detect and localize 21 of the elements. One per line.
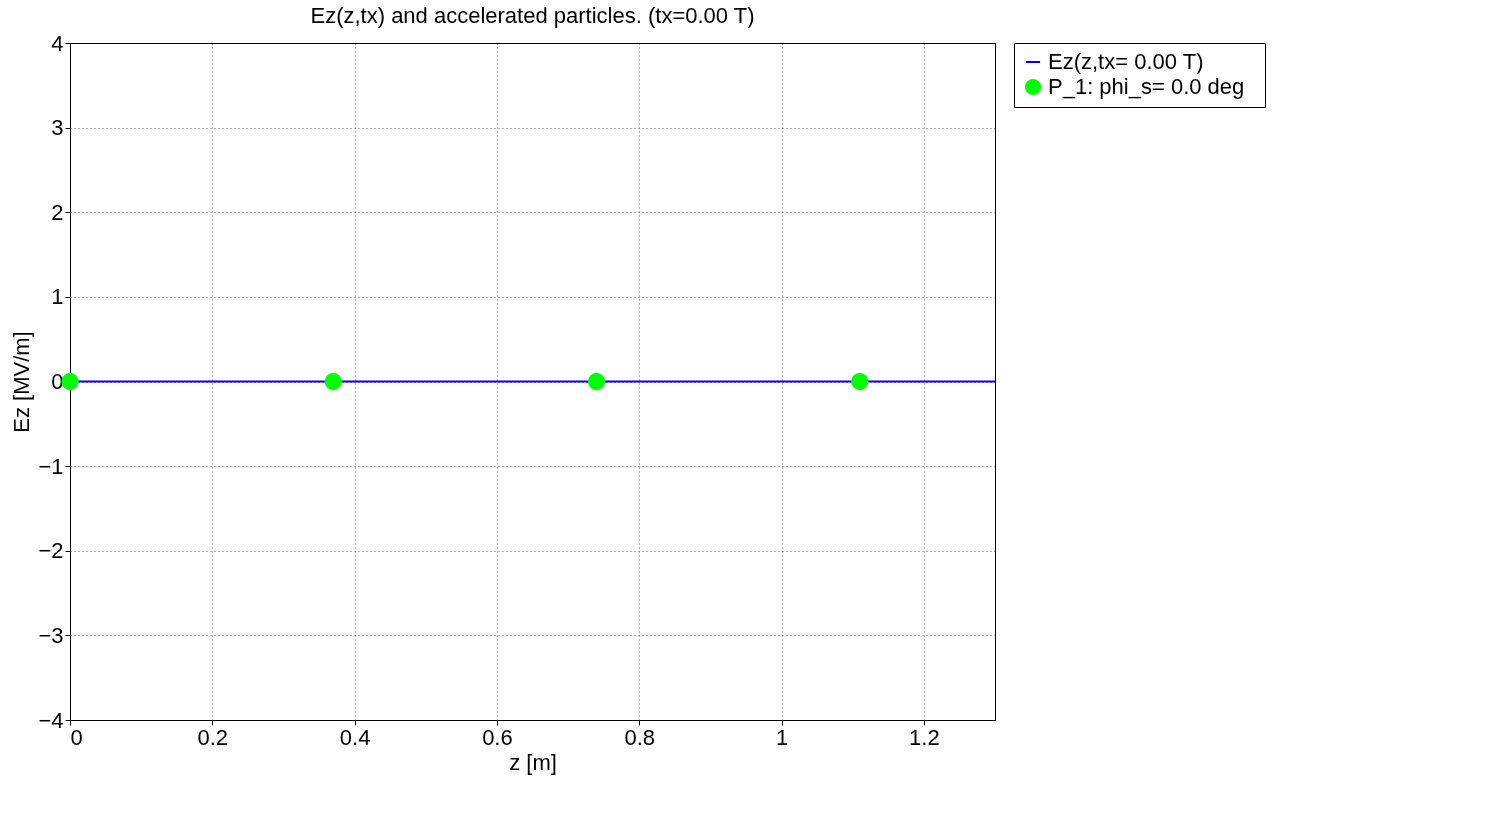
y-tick-label: −1	[38, 453, 64, 479]
y-tick-label: −3	[38, 622, 64, 648]
y-tick-label: 2	[51, 199, 64, 225]
chart-title: Ez(z,tx) and accelerated particles. (tx=0.00 T)	[310, 3, 755, 28]
y-axis-title: Ez [MV/m]	[9, 331, 35, 433]
x-axis-title: z [m]	[509, 749, 557, 775]
x-tick-label: 0.8	[624, 724, 656, 750]
x-tick-label: 0	[70, 724, 83, 750]
y-tick-label: 1	[51, 284, 64, 310]
x-tick-label: 1	[775, 724, 789, 750]
y-tick-label: 0	[51, 369, 64, 394]
legend-label: Ez(z,tx= 0.00 T)	[1048, 49, 1204, 74]
y-tick-label: 4	[51, 30, 64, 56]
y-tick-label: −4	[38, 707, 64, 733]
x-tick-label: 1.2	[909, 724, 940, 750]
x-tick-label: 0.2	[197, 724, 229, 750]
x-tick-label: 0.6	[482, 724, 513, 750]
y-tick-label: −2	[38, 538, 64, 564]
y-tick-label: 3	[51, 115, 64, 141]
x-tick-label: 0.4	[339, 724, 371, 750]
legend-label: P_1: phi_s= 0.0 deg	[1048, 74, 1245, 99]
